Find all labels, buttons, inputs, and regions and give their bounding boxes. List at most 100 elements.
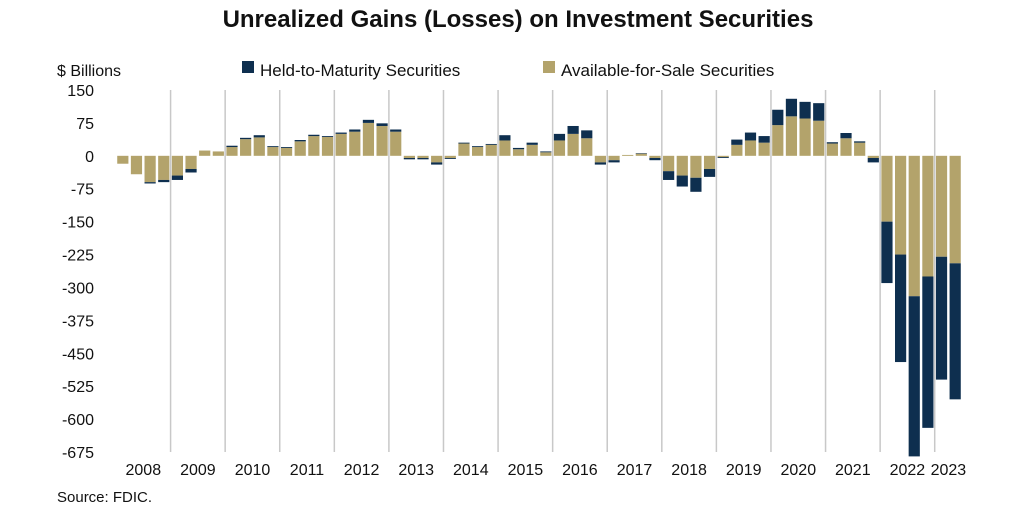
bar-available-for-sale: [581, 138, 593, 156]
bar-available-for-sale: [553, 140, 566, 156]
bar-held-to-maturity: [895, 254, 907, 363]
bar-held-to-maturity: [294, 140, 306, 142]
x-tick-label: 2017: [617, 462, 653, 479]
y-tick-label: -225: [62, 248, 94, 265]
bar-available-for-sale: [321, 136, 334, 156]
bar-available-for-sale: [335, 133, 347, 156]
bar-available-for-sale: [731, 144, 743, 156]
x-tick-label: 2018: [671, 462, 707, 479]
bar-available-for-sale: [813, 120, 825, 156]
bar-available-for-sale: [622, 154, 634, 156]
bar-available-for-sale: [785, 116, 798, 156]
bar-held-to-maturity: [185, 168, 197, 173]
bar-held-to-maturity: [785, 98, 798, 117]
x-tick-label: 2015: [508, 462, 544, 479]
bar-available-for-sale: [895, 155, 907, 255]
bar-available-for-sale: [458, 143, 470, 156]
bar-held-to-maturity: [362, 119, 375, 123]
bar-available-for-sale: [267, 147, 279, 156]
bar-available-for-sale: [158, 155, 170, 180]
y-tick-label: -525: [62, 379, 94, 396]
bar-held-to-maturity: [758, 136, 770, 143]
legend: Held-to-Maturity Securities Available-fo…: [242, 61, 774, 80]
bar-held-to-maturity: [226, 145, 238, 148]
x-tick-label: 2014: [453, 462, 489, 479]
bar-available-for-sale: [526, 144, 538, 156]
bar-available-for-sale: [635, 153, 647, 156]
bar-available-for-sale: [171, 155, 183, 176]
bar-held-to-maturity: [908, 296, 920, 457]
bar-held-to-maturity: [472, 146, 484, 148]
x-tick-label: 2022: [890, 462, 926, 479]
bar-held-to-maturity: [431, 162, 443, 165]
x-tick-label: 2016: [562, 462, 598, 479]
bar-held-to-maturity: [403, 158, 415, 160]
bar-available-for-sale: [417, 155, 429, 159]
bar-held-to-maturity: [635, 153, 647, 154]
bar-held-to-maturity: [253, 135, 265, 138]
bar-available-for-sale: [676, 155, 688, 176]
bar-available-for-sale: [908, 155, 920, 297]
bar-held-to-maturity: [949, 263, 961, 400]
year-gridlines: [169, 90, 936, 452]
y-tick-label: 150: [67, 83, 94, 100]
bar-available-for-sale: [567, 133, 579, 156]
bar-held-to-maturity: [731, 139, 743, 145]
bar-held-to-maturity: [158, 179, 170, 183]
bar-available-for-sale: [199, 150, 211, 156]
bar-available-for-sale: [390, 131, 402, 156]
bar-held-to-maturity: [594, 162, 606, 165]
bar-held-to-maturity: [676, 175, 688, 187]
bar-held-to-maturity: [526, 142, 538, 145]
bar-available-for-sale: [840, 138, 852, 156]
bar-available-for-sale: [253, 137, 265, 156]
bar-held-to-maturity: [935, 256, 948, 380]
bar-held-to-maturity: [867, 158, 879, 163]
bar-available-for-sale: [212, 151, 224, 156]
y-tick-label: -600: [62, 412, 94, 429]
bar-held-to-maturity: [540, 151, 552, 153]
bar-available-for-sale: [608, 155, 620, 161]
bar-available-for-sale: [308, 136, 320, 156]
bar-held-to-maturity: [690, 177, 702, 192]
x-tick-label: 2019: [726, 462, 762, 479]
bar-available-for-sale: [294, 141, 306, 156]
bar-available-for-sale: [744, 140, 757, 156]
bar-available-for-sale: [144, 155, 156, 183]
y-tick-label: 0: [85, 149, 94, 166]
bar-held-to-maturity: [267, 146, 279, 148]
x-tick-label: 2013: [398, 462, 434, 479]
y-tick-label: -675: [62, 445, 94, 462]
bar-available-for-sale: [690, 155, 702, 178]
bar-held-to-maturity: [458, 142, 470, 144]
y-tick-label: -150: [62, 215, 94, 232]
bar-available-for-sale: [826, 143, 838, 156]
bar-held-to-maturity: [349, 129, 361, 132]
bar-held-to-maturity: [717, 157, 729, 159]
legend-label-available-for-sale: Available-for-Sale Securities: [561, 61, 774, 80]
x-tick-label: 2008: [126, 462, 162, 479]
x-axis-ticks: 2008 2009 2010 2011 2012 2013 2014 2015 2016 2017…: [126, 462, 967, 479]
bar-available-for-sale: [444, 155, 456, 159]
y-axis-ticks: 150 75 0 -75 -150 -225 -300 -375 -450 -525 -600 -67…: [62, 83, 94, 462]
bar-held-to-maturity: [335, 132, 347, 134]
bar-held-to-maturity: [703, 168, 716, 177]
bar-available-for-sale: [485, 144, 497, 156]
bar-held-to-maturity: [499, 135, 511, 141]
x-tick-label: 2023: [931, 462, 967, 479]
bar-held-to-maturity: [553, 133, 566, 141]
source-note: Source: FDIC.: [57, 489, 152, 506]
bar-available-for-sale: [881, 155, 893, 222]
bar-held-to-maturity: [280, 147, 293, 148]
bar-available-for-sale: [949, 155, 961, 264]
bar-available-for-sale: [663, 155, 675, 172]
bar-available-for-sale: [185, 155, 197, 169]
bar-available-for-sale: [280, 147, 293, 156]
bar-available-for-sale: [922, 155, 934, 277]
bar-held-to-maturity: [171, 175, 183, 180]
bar-available-for-sale: [703, 155, 716, 169]
x-tick-label: 2020: [781, 462, 817, 479]
bar-held-to-maturity: [390, 129, 402, 132]
bar-held-to-maturity: [799, 101, 811, 119]
bar-available-for-sale: [512, 149, 525, 156]
